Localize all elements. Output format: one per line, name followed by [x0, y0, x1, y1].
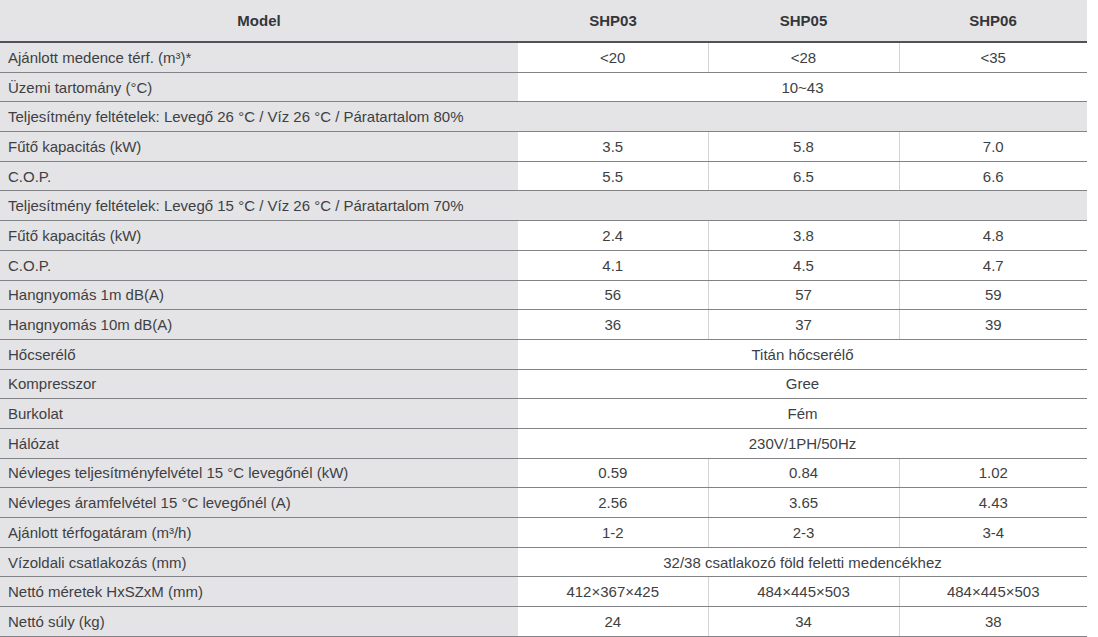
table-row: Fűtő kapacitás (kW)2.43.84.8	[0, 221, 1087, 251]
column-header-shp05: SHP05	[708, 0, 899, 42]
spec-value-shp06: 6.6	[899, 161, 1087, 191]
table-row: Nettó méretek HxSZxM (mm)412×367×425484×…	[0, 577, 1087, 607]
model-column-header: Model	[0, 0, 518, 42]
spec-row-label: C.O.P.	[0, 250, 518, 280]
spec-row-label: Nettó súly (kg)	[0, 607, 518, 637]
spec-value-shp03: 56	[518, 280, 708, 310]
section-row: Teljesítmény feltételek: Levegő 15 °C / …	[0, 191, 1087, 221]
spec-value-shp03: 2.56	[518, 488, 708, 518]
column-header-shp03: SHP03	[518, 0, 708, 42]
spec-value-shp03: 24	[518, 607, 708, 637]
spec-value-shp05: 0.84	[708, 458, 899, 488]
spec-table: Model SHP03 SHP05 SHP06 Ajánlott medence…	[0, 0, 1087, 637]
spec-shared-value: 32/38 csatlakozó föld feletti medencékhe…	[518, 547, 1087, 577]
spec-row-label: Kompresszor	[0, 369, 518, 399]
spec-value-shp03: 2.4	[518, 221, 708, 251]
spec-value-shp05: 4.5	[708, 250, 899, 280]
spec-shared-value: 230V/1PH/50Hz	[518, 428, 1087, 458]
spec-value-shp03: 412×367×425	[518, 577, 708, 607]
spec-row-label: Hálózat	[0, 428, 518, 458]
section-label: Teljesítmény feltételek: Levegő 26 °C / …	[0, 102, 1087, 132]
spec-row-label: Hangnyomás 1m dB(A)	[0, 280, 518, 310]
spec-row-label: Névleges teljesítményfelvétel 15 °C leve…	[0, 458, 518, 488]
spec-value-shp03: 0.59	[518, 458, 708, 488]
table-row: C.O.P.4.14.54.7	[0, 250, 1087, 280]
spec-shared-value: Fém	[518, 399, 1087, 429]
spec-table-header: Model SHP03 SHP05 SHP06	[0, 0, 1087, 42]
spec-row-label: C.O.P.	[0, 161, 518, 191]
spec-value-shp06: 4.8	[899, 221, 1087, 251]
spec-row-label: Vízoldali csatlakozás (mm)	[0, 547, 518, 577]
table-row: HőcserélőTitán hőcserélő	[0, 339, 1087, 369]
table-row: Üzemi tartomány (°C)10~43	[0, 72, 1087, 102]
table-row: Névleges áramfelvétel 15 °C levegőnél (A…	[0, 488, 1087, 518]
table-row: Nettó súly (kg)243438	[0, 607, 1087, 637]
spec-value-shp05: 34	[708, 607, 899, 637]
spec-value-shp05: 3.65	[708, 488, 899, 518]
spec-row-label: Fűtő kapacitás (kW)	[0, 221, 518, 251]
table-row: Fűtő kapacitás (kW)3.55.87.0	[0, 132, 1087, 162]
table-row: Hálózat230V/1PH/50Hz	[0, 428, 1087, 458]
spec-shared-value: 10~43	[518, 72, 1087, 102]
spec-value-shp06: 59	[899, 280, 1087, 310]
spec-value-shp03: 1-2	[518, 518, 708, 548]
spec-value-shp06: 4.43	[899, 488, 1087, 518]
spec-row-label: Burkolat	[0, 399, 518, 429]
spec-sheet-page: Model SHP03 SHP05 SHP06 Ajánlott medence…	[0, 0, 1098, 637]
table-row: Hangnyomás 1m dB(A)565759	[0, 280, 1087, 310]
section-row: Teljesítmény feltételek: Levegő 26 °C / …	[0, 102, 1087, 132]
table-row: BurkolatFém	[0, 399, 1087, 429]
spec-value-shp06: 38	[899, 607, 1087, 637]
spec-row-label: Nettó méretek HxSZxM (mm)	[0, 577, 518, 607]
spec-value-shp05: 484×445×503	[708, 577, 899, 607]
table-row: Hangnyomás 10m dB(A)363739	[0, 310, 1087, 340]
spec-value-shp03: 36	[518, 310, 708, 340]
spec-value-shp05: 2-3	[708, 518, 899, 548]
spec-value-shp03: 5.5	[518, 161, 708, 191]
spec-row-label: Fűtő kapacitás (kW)	[0, 132, 518, 162]
spec-value-shp05: <28	[708, 42, 899, 72]
spec-row-label: Ajánlott térfogatáram (m³/h)	[0, 518, 518, 548]
spec-row-label: Ajánlott medence térf. (m³)*	[0, 42, 518, 72]
section-label: Teljesítmény feltételek: Levegő 15 °C / …	[0, 191, 1087, 221]
spec-value-shp06: <35	[899, 42, 1087, 72]
table-row: Névleges teljesítményfelvétel 15 °C leve…	[0, 458, 1087, 488]
spec-value-shp06: 39	[899, 310, 1087, 340]
spec-value-shp03: 4.1	[518, 250, 708, 280]
table-row: Ajánlott térfogatáram (m³/h)1-22-33-4	[0, 518, 1087, 548]
spec-value-shp05: 5.8	[708, 132, 899, 162]
spec-value-shp06: 484×445×503	[899, 577, 1087, 607]
header-row: Model SHP03 SHP05 SHP06	[0, 0, 1087, 42]
spec-value-shp06: 4.7	[899, 250, 1087, 280]
spec-value-shp05: 3.8	[708, 221, 899, 251]
table-row: Vízoldali csatlakozás (mm)32/38 csatlako…	[0, 547, 1087, 577]
spec-value-shp06: 3-4	[899, 518, 1087, 548]
spec-row-label: Névleges áramfelvétel 15 °C levegőnél (A…	[0, 488, 518, 518]
spec-row-label: Üzemi tartomány (°C)	[0, 72, 518, 102]
spec-value-shp05: 37	[708, 310, 899, 340]
table-row: C.O.P.5.56.56.6	[0, 161, 1087, 191]
spec-value-shp05: 6.5	[708, 161, 899, 191]
table-row: KompresszorGree	[0, 369, 1087, 399]
spec-value-shp03: 3.5	[518, 132, 708, 162]
spec-row-label: Hangnyomás 10m dB(A)	[0, 310, 518, 340]
spec-table-body: Ajánlott medence térf. (m³)*<20<28<35Üze…	[0, 42, 1087, 636]
spec-shared-value: Gree	[518, 369, 1087, 399]
spec-value-shp06: 7.0	[899, 132, 1087, 162]
spec-shared-value: Titán hőcserélő	[518, 339, 1087, 369]
table-row: Ajánlott medence térf. (m³)*<20<28<35	[0, 42, 1087, 72]
spec-row-label: Hőcserélő	[0, 339, 518, 369]
spec-value-shp05: 57	[708, 280, 899, 310]
spec-value-shp03: <20	[518, 42, 708, 72]
spec-value-shp06: 1.02	[899, 458, 1087, 488]
column-header-shp06: SHP06	[899, 0, 1087, 42]
